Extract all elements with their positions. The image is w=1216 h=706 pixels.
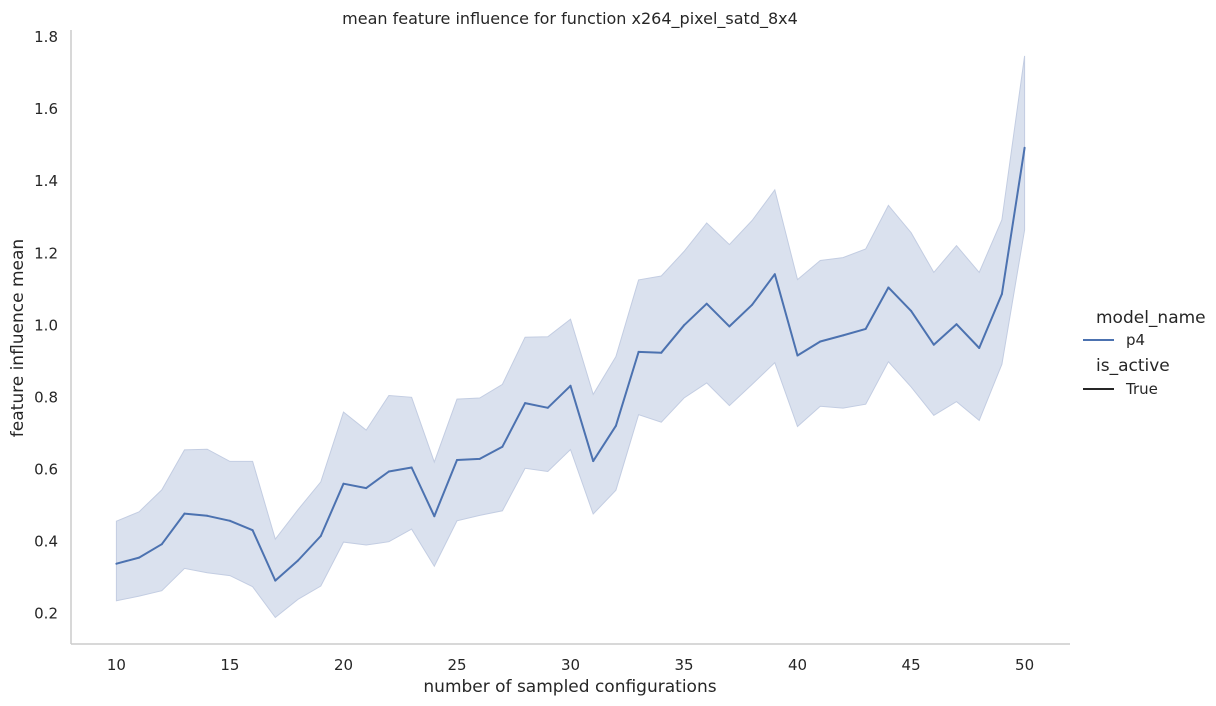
data-point xyxy=(819,340,822,343)
y-axis-label: feature influence mean xyxy=(8,239,28,437)
x-tick-label: 40 xyxy=(788,656,807,674)
y-tick-label: 1.0 xyxy=(34,316,58,334)
legend: model_name p4 is_active True xyxy=(1083,308,1206,398)
data-point xyxy=(637,350,640,353)
y-axis-ticks: 0.2 0.4 0.6 0.8 1.0 1.2 1.4 1.6 1.8 xyxy=(34,28,58,622)
y-tick-label: 0.2 xyxy=(34,604,58,622)
data-point xyxy=(274,579,277,582)
data-point xyxy=(433,515,436,518)
x-tick-label: 15 xyxy=(220,656,239,674)
data-point xyxy=(228,519,231,522)
data-point xyxy=(342,482,345,485)
confidence-band xyxy=(115,55,1026,619)
data-point xyxy=(365,487,368,490)
x-tick-label: 10 xyxy=(107,656,126,674)
y-tick-label: 1.6 xyxy=(34,100,58,118)
x-tick-label: 35 xyxy=(674,656,693,674)
x-tick-label: 50 xyxy=(1015,656,1034,674)
plot-area xyxy=(115,55,1026,619)
data-point xyxy=(660,351,663,354)
data-point xyxy=(319,535,322,537)
legend-label-p4: p4 xyxy=(1126,331,1145,349)
y-tick-label: 1.8 xyxy=(34,28,58,46)
y-tick-label: 1.2 xyxy=(34,244,58,262)
y-tick-label: 0.4 xyxy=(34,532,58,550)
x-tick-label: 45 xyxy=(902,656,921,674)
x-tick-label: 20 xyxy=(334,656,353,674)
x-axis-label: number of sampled configurations xyxy=(423,677,716,697)
y-tick-label: 0.8 xyxy=(34,388,58,406)
data-point xyxy=(138,556,141,559)
data-point xyxy=(501,445,504,448)
data-point xyxy=(773,273,776,276)
data-point xyxy=(955,323,958,326)
data-point xyxy=(387,470,390,473)
data-point xyxy=(115,562,118,565)
data-point xyxy=(932,343,935,346)
legend-hue-title: model_name xyxy=(1096,308,1206,328)
data-point xyxy=(887,286,890,289)
data-point xyxy=(183,512,186,515)
legend-label-true: True xyxy=(1125,380,1158,398)
data-point xyxy=(456,459,458,461)
data-point xyxy=(796,354,799,357)
data-point xyxy=(978,347,981,349)
x-tick-label: 30 xyxy=(561,656,580,674)
data-point xyxy=(614,424,617,427)
data-point xyxy=(478,457,481,460)
data-point xyxy=(524,402,527,405)
data-point xyxy=(842,334,844,337)
x-axis-ticks: 10 15 20 25 30 35 40 45 50 xyxy=(107,656,1034,674)
data-point xyxy=(728,325,731,328)
data-point xyxy=(683,324,685,327)
data-point xyxy=(864,327,867,330)
data-point xyxy=(297,559,299,562)
data-point xyxy=(1023,146,1026,149)
data-point xyxy=(1000,293,1003,295)
chart-title: mean feature influence for function x264… xyxy=(342,9,798,29)
y-tick-label: 1.4 xyxy=(34,172,58,190)
data-point xyxy=(569,384,572,387)
data-point xyxy=(410,466,413,469)
data-point xyxy=(160,543,163,546)
legend-style-title: is_active xyxy=(1096,356,1170,376)
data-point xyxy=(592,460,595,463)
data-point xyxy=(206,514,209,517)
data-point xyxy=(705,302,708,305)
data-point xyxy=(546,406,549,409)
y-tick-label: 0.6 xyxy=(34,460,58,478)
x-tick-label: 25 xyxy=(447,656,466,674)
data-point xyxy=(910,309,913,312)
data-point xyxy=(751,303,754,306)
data-point xyxy=(251,529,254,532)
